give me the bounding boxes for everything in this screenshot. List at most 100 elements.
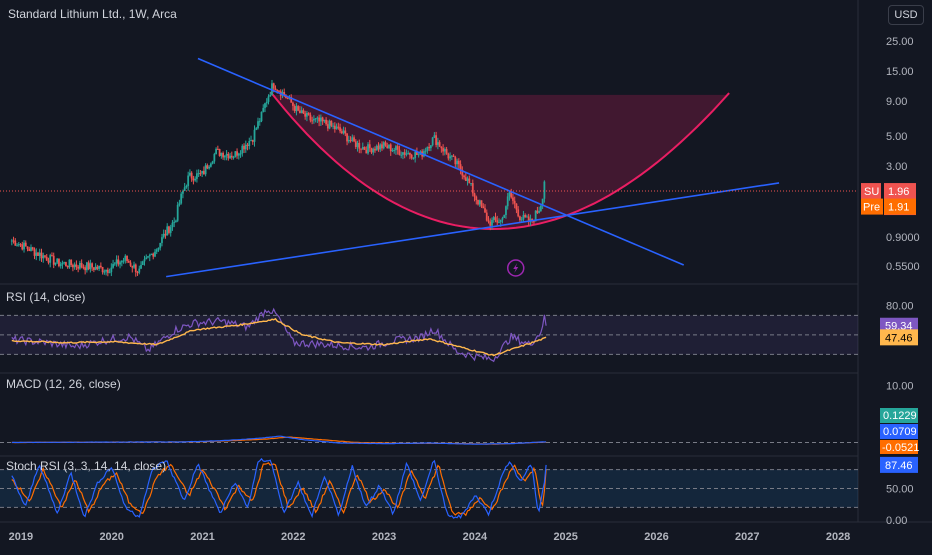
candle-body [463,175,465,178]
candle-body [202,170,205,175]
candle-body [147,256,149,258]
candle-body [506,196,509,207]
candle-body [311,120,314,122]
candle-body [79,262,81,269]
candle-body [230,155,233,158]
candle-body [323,119,326,122]
candle-body [232,156,235,158]
candle-body [356,142,359,147]
candle-body [487,220,490,222]
candle-body [332,125,334,127]
candle-body [225,153,228,156]
macd-tag-bg [880,408,918,423]
candle-body [307,112,310,115]
candle-body [21,244,24,250]
candle-body [101,267,104,273]
x-tick-label: 2024 [463,531,488,543]
candle-body [431,137,434,146]
candle-body [94,266,97,270]
candle-body [396,146,399,150]
candle-body [349,139,352,141]
candle-body [17,244,20,246]
candle-body [435,135,438,145]
candle-body [391,150,394,152]
candle-body [211,161,214,164]
candle-body [407,152,410,154]
candle-body [515,203,518,210]
x-tick-label: 2022 [281,531,305,543]
candle-body [372,148,375,153]
candle-body [204,165,207,175]
candle-body [70,259,73,266]
price-y-tick-label: 25.00 [886,36,914,48]
candle-body [424,150,427,152]
candle-body [293,105,296,112]
candle-body [299,110,301,114]
candle-body [429,145,432,149]
candle-body [236,151,238,156]
candle-body [365,149,368,154]
candle-body [510,192,513,198]
candle-body [354,141,357,147]
candle-body [513,200,516,204]
candle-body [527,216,530,222]
candle-body [157,247,160,250]
candle-body [370,148,373,153]
pre-label-tag-bg [861,198,883,215]
x-tick-label: 2028 [826,531,850,543]
candle-body [403,152,406,155]
candle-body [508,192,511,197]
candle-body [501,217,504,220]
pre-label-tag: Pre [863,202,880,214]
candle-body [379,144,382,150]
candle-body [300,110,303,114]
macd-tag: 0.1229 [883,410,917,422]
hist-tag: -0.0521 [882,442,919,454]
candle-body [330,120,333,126]
candle-body [40,252,43,259]
candle-body [199,173,202,175]
candle-body [333,125,336,130]
price-y-tick-label: 5.00 [886,131,907,143]
candle-body [63,262,66,264]
candle-body [223,155,226,158]
candle-body [161,237,163,243]
candle-body [197,173,200,175]
candle-body [306,112,308,117]
candle-body [115,259,118,264]
candle-body [159,242,162,248]
candle-body [227,153,230,159]
candle-body [412,158,415,160]
rsi-pane-title: RSI (14, close) [6,290,86,304]
candle-body [471,183,474,194]
candle-body [398,149,401,155]
candle-body [400,154,403,156]
macd-y-tick-label: 10.00 [886,380,914,392]
candle-body [148,254,151,257]
candle-body [447,153,450,159]
candle-body [361,147,364,150]
candle-body [484,208,486,213]
candle-body [129,262,132,266]
candle-body [457,160,460,165]
candle-body [120,260,123,263]
candle-body [360,148,362,150]
candle-body [84,267,87,271]
candle-body [72,265,74,268]
candle-body [180,193,183,204]
candle-body [33,249,36,256]
x-tick-label: 2020 [99,531,123,543]
candle-body [239,153,242,155]
candle-body [340,131,343,134]
candle-body [278,90,280,92]
x-tick-label: 2025 [553,531,577,543]
descending-trendline [197,57,685,266]
candle-body [353,137,355,142]
candle-body [255,128,258,130]
candle-body [244,144,247,150]
currency-button[interactable]: USD [888,5,924,25]
candle-body [505,206,507,216]
candle-body [192,178,195,181]
